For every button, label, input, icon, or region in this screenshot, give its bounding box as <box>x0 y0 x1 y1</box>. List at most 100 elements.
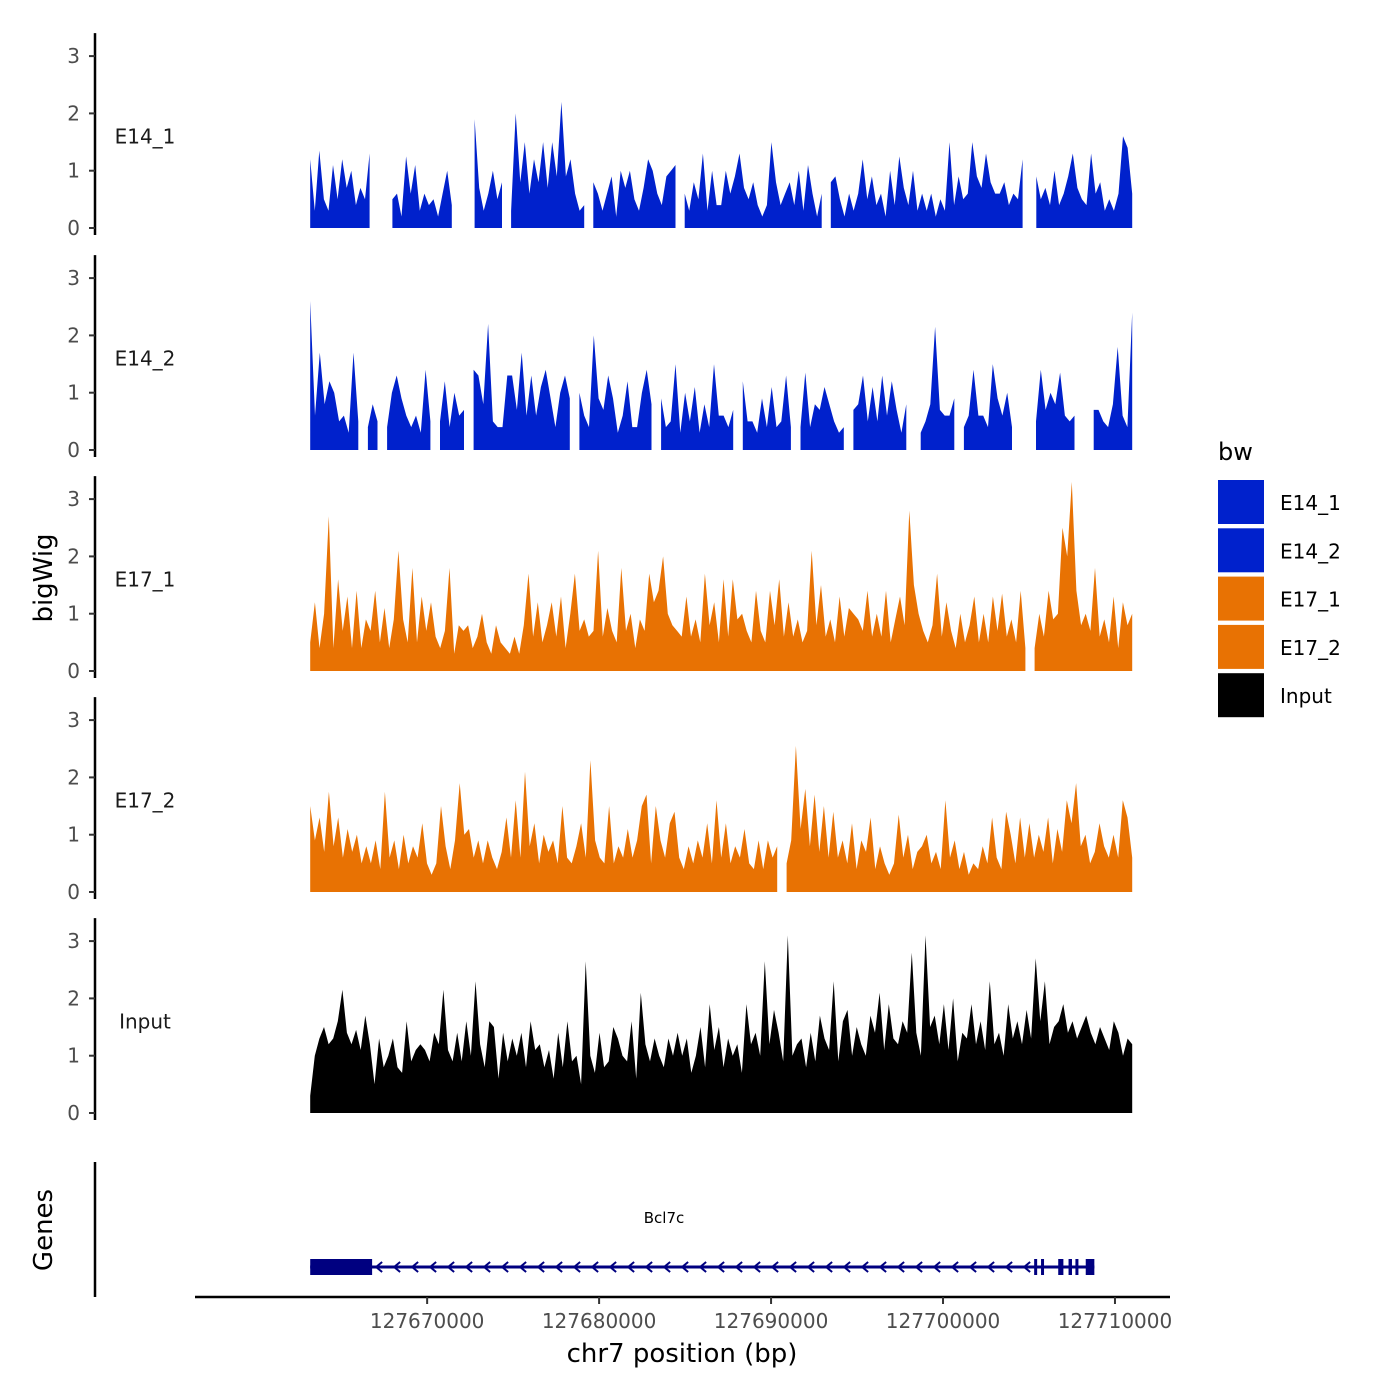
strand-arrow-26 <box>842 1261 851 1273</box>
y-tick-label-E17_2-0: 0 <box>67 880 80 904</box>
track-E14_1: 0 1 2 3 E14_1 <box>67 33 1133 240</box>
legend-label-E14_2: E14_2 <box>1280 539 1341 563</box>
track-label-E14_2: E14_2 <box>115 346 176 370</box>
gene-exon-2[interactable] <box>1041 1259 1045 1275</box>
signal-area-E14_2-6[interactable] <box>661 364 734 450</box>
signal-area-E17_1-1[interactable] <box>1034 481 1133 671</box>
signal-area-E14_1-7[interactable] <box>1036 136 1133 228</box>
strand-arrow-21 <box>752 1261 761 1273</box>
signal-area-E14_1-5[interactable] <box>684 142 822 228</box>
signal-area-E14_2-2[interactable] <box>387 369 431 450</box>
x-tick-label-0: 127670000 <box>370 1309 485 1333</box>
signal-area-E14_2-4[interactable] <box>473 323 570 450</box>
gene-exon-3[interactable] <box>1058 1259 1064 1275</box>
gene-track: Genes Bcl7c <box>29 1162 1095 1297</box>
x-axis-title: chr7 position (bp) <box>567 1339 798 1369</box>
strand-arrow-22 <box>770 1261 779 1273</box>
y-tick-label-E14_1-0: 0 <box>67 216 80 240</box>
strand-arrow-9 <box>536 1261 545 1273</box>
strand-arrow-23 <box>788 1261 797 1273</box>
strand-arrow-14 <box>626 1261 635 1273</box>
strand-arrow-34 <box>986 1261 995 1273</box>
signal-area-E14_2-14[interactable] <box>1093 312 1133 451</box>
y-tick-label-E14_1-3: 3 <box>67 44 80 68</box>
legend-label-E14_1: E14_1 <box>1280 491 1341 515</box>
strand-arrow-20 <box>734 1261 743 1273</box>
signal-area-E17_2-1[interactable] <box>786 745 1133 892</box>
x-axis: 127670000 127680000 127690000 127700000 1277… <box>195 1295 1172 1369</box>
signal-area-E14_2-11[interactable] <box>963 364 1012 450</box>
signal-area-E14_2-8[interactable] <box>800 372 844 450</box>
signal-area-E14_2-3[interactable] <box>440 381 464 450</box>
y-tick-label-E17_2-2: 2 <box>67 765 80 789</box>
gene-track-title: Genes <box>29 1189 59 1271</box>
x-axis-ticks: 127670000 127680000 127690000 127700000 1277… <box>370 1297 1172 1333</box>
signal-area-E17_2-0[interactable] <box>310 760 778 892</box>
legend: bw E14_1 E14_2 E17_1 E17_2 Input <box>1218 438 1341 718</box>
signal-area-E14_2-1[interactable] <box>367 404 378 450</box>
gene-exon-1[interactable] <box>1034 1259 1038 1275</box>
gene-label[interactable]: Bcl7c <box>644 1209 685 1227</box>
gene-exon-0[interactable] <box>310 1259 373 1275</box>
legend-key-Input <box>1218 673 1264 718</box>
strand-arrow-29 <box>896 1261 905 1273</box>
legend-items: E14_1 E14_2 E17_1 E17_2 Input <box>1218 480 1341 718</box>
strand-arrow-35 <box>1004 1261 1013 1273</box>
y-tick-label-Input-2: 2 <box>67 986 80 1010</box>
signal-area-E14_2-5[interactable] <box>579 335 652 450</box>
y-tick-label-E14_1-1: 1 <box>67 159 80 183</box>
signal-area-E17_1-0[interactable] <box>310 510 1026 671</box>
legend-title: bw <box>1218 438 1253 466</box>
y-tick-label-E17_1-2: 2 <box>67 544 80 568</box>
legend-label-Input: Input <box>1280 684 1332 708</box>
signal-area-E14_1-3[interactable] <box>511 101 585 228</box>
signal-area-E14_2-10[interactable] <box>920 326 955 450</box>
y-axis-title: bigWig <box>29 533 59 622</box>
strand-arrow-31 <box>932 1261 941 1273</box>
strand-arrow-17 <box>680 1261 689 1273</box>
strand-arrow-6 <box>482 1261 491 1273</box>
signal-area-E14_1-6[interactable] <box>830 142 1023 228</box>
y-tick-label-Input-3: 3 <box>67 929 80 953</box>
strand-arrow-3 <box>428 1261 437 1273</box>
legend-key-E14_2 <box>1218 528 1264 573</box>
signal-area-E14_2-13[interactable] <box>1036 369 1075 450</box>
signal-area-E14_1-1[interactable] <box>392 156 452 228</box>
legend-key-E17_2 <box>1218 624 1264 669</box>
signal-area-E14_1-0[interactable] <box>310 150 370 228</box>
strand-arrow-25 <box>824 1261 833 1273</box>
track-E14_2: 0 1 2 3 E14_2 <box>67 255 1133 462</box>
y-tick-label-E17_2-3: 3 <box>67 708 80 732</box>
strand-arrow-28 <box>878 1261 887 1273</box>
signal-area-E14_2-0[interactable] <box>310 301 359 450</box>
signal-area-E14_1-4[interactable] <box>593 159 676 228</box>
signal-area-E14_2-7[interactable] <box>742 375 791 451</box>
legend-label-E17_1: E17_1 <box>1280 588 1341 612</box>
strand-arrow-8 <box>518 1261 527 1273</box>
gene-exon-5[interactable] <box>1075 1259 1079 1275</box>
y-tick-label-E17_1-3: 3 <box>67 487 80 511</box>
strand-arrow-24 <box>806 1261 815 1273</box>
strand-arrow-11 <box>572 1261 581 1273</box>
strand-arrow-27 <box>860 1261 869 1273</box>
x-tick-label-1: 127680000 <box>542 1309 657 1333</box>
track-Input: 0 1 2 3 Input <box>67 918 1133 1125</box>
gene-exon-4[interactable] <box>1068 1259 1072 1275</box>
track-E17_1: 0 1 2 3 E17_1 <box>67 476 1133 683</box>
strand-arrow-10 <box>554 1261 563 1273</box>
signal-area-E14_2-9[interactable] <box>853 375 907 451</box>
gene-exon-6[interactable] <box>1085 1259 1095 1275</box>
signal-area-Input-0[interactable] <box>310 935 1133 1113</box>
x-tick-label-4: 127710000 <box>1058 1309 1173 1333</box>
y-tick-label-E14_2-0: 0 <box>67 438 80 462</box>
y-tick-label-Input-1: 1 <box>67 1044 80 1068</box>
strand-arrow-1 <box>392 1261 401 1273</box>
track-label-Input: Input <box>119 1009 171 1033</box>
strand-arrow-36 <box>1022 1261 1031 1273</box>
gene-model-bcl7c[interactable] <box>310 1259 1095 1275</box>
strand-arrow-4 <box>446 1261 455 1273</box>
strand-arrow-16 <box>662 1261 671 1273</box>
signal-area-E14_1-2[interactable] <box>474 119 502 228</box>
strand-arrow-0 <box>374 1261 383 1273</box>
